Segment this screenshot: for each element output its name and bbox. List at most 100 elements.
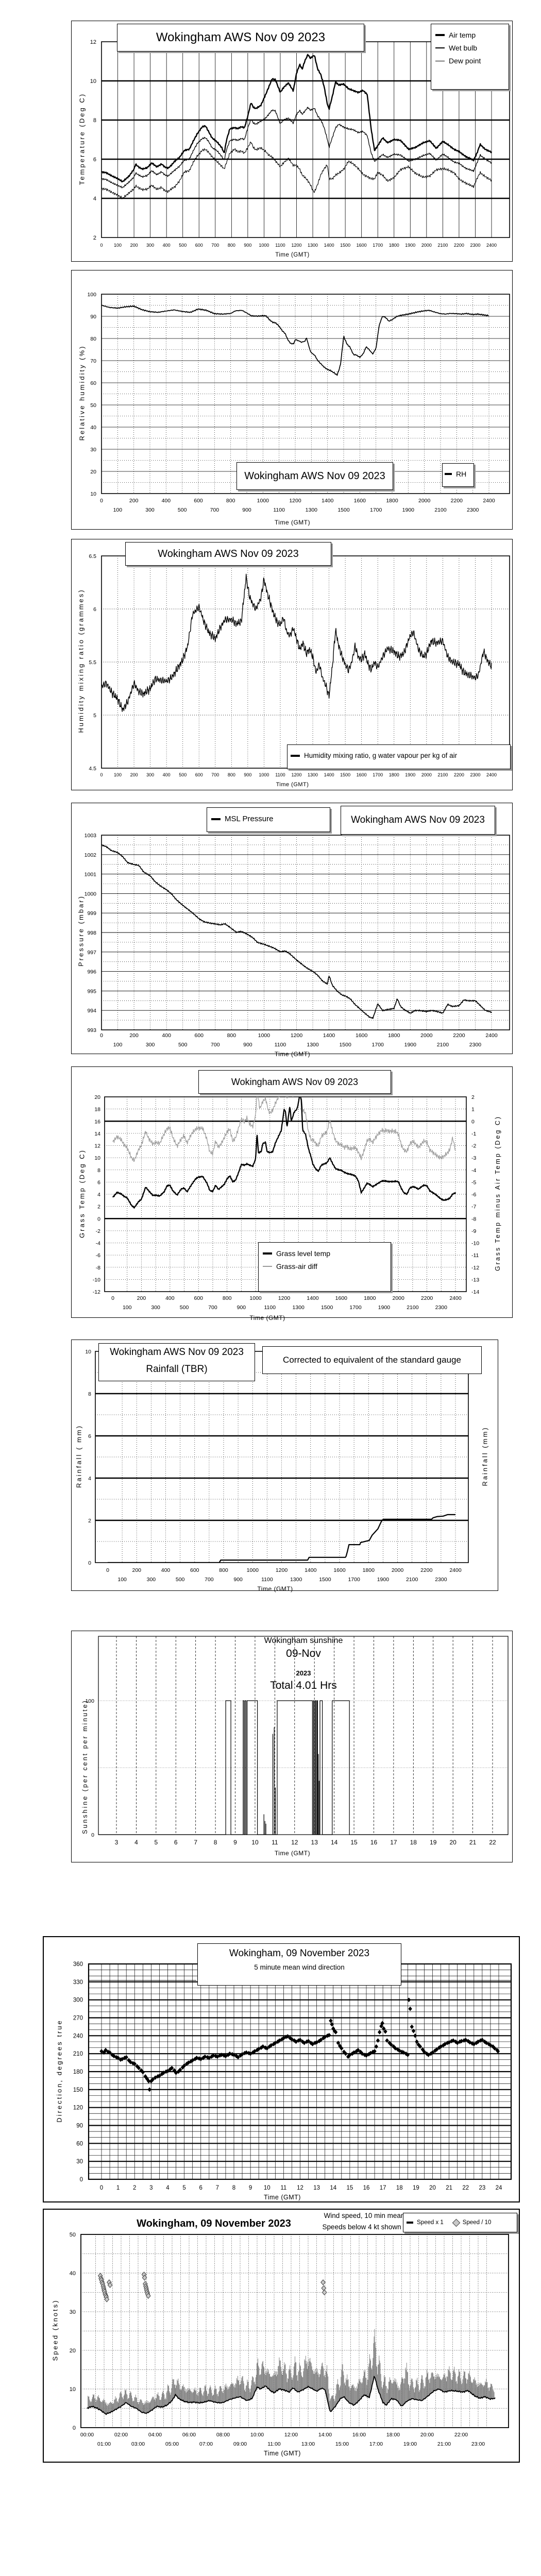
tick-label: 23:00 xyxy=(471,2441,485,2447)
tick-label: 8 xyxy=(214,1839,217,1846)
tick-label: 995 xyxy=(87,988,96,994)
tick-label: 1 xyxy=(471,1107,475,1113)
tick-label: 1200 xyxy=(289,498,301,504)
scatter-diamond xyxy=(199,2057,203,2062)
tick-label: 1700 xyxy=(373,772,383,777)
tick-label: 1200 xyxy=(291,243,301,248)
scatter-diamond xyxy=(352,2050,356,2055)
scatter-diamond xyxy=(120,2057,124,2062)
tick-label: 2300 xyxy=(435,1304,448,1311)
tick-label: 9 xyxy=(233,1839,237,1846)
scatter-diamond xyxy=(132,2061,137,2066)
tick-label: 1600 xyxy=(335,1295,348,1301)
tick-label: 1800 xyxy=(386,498,398,504)
tick-label: 2100 xyxy=(437,1042,449,1048)
pressure-x-axis-label: Time (GMT) xyxy=(274,1050,311,1058)
tick-label: 1000 xyxy=(257,498,269,504)
tick-label: 6.5 xyxy=(89,553,96,560)
tick-label: 1400 xyxy=(307,1295,319,1301)
tick-label: 1500 xyxy=(319,1577,331,1583)
temperature-title-box: Wokingham AWS Nov 09 2023 xyxy=(117,24,364,52)
tick-label: 6 xyxy=(88,1433,91,1439)
tick-label: 270 xyxy=(73,2015,83,2022)
legend-label: RH xyxy=(456,470,467,478)
speed-x1-line-sample xyxy=(407,2222,413,2224)
chart-pressure: 0 200 400 600 800 1000 1200 1400 1600 1800 2000 220… xyxy=(71,803,513,1058)
tick-label: 17:00 xyxy=(369,2441,383,2447)
scatter-diamond xyxy=(161,2070,166,2075)
tick-label: 7 xyxy=(194,1839,197,1846)
rainfall-right-y-axis-label: Rainfall (mm) xyxy=(481,1426,489,1486)
tick-label: 900 xyxy=(244,243,251,248)
mixing-ratio-line xyxy=(102,573,492,712)
tick-label: 800 xyxy=(228,772,235,777)
tick-label: 240 xyxy=(73,2033,83,2039)
pressure-y-axis-label: Pressure (mbar) xyxy=(77,895,85,967)
scatter-diamond xyxy=(411,2028,416,2033)
tick-label: 4 xyxy=(93,196,96,202)
tick-label: 2300 xyxy=(470,243,480,248)
tick-label: 90 xyxy=(76,2123,83,2129)
scatter-diamond xyxy=(330,2022,334,2027)
tick-label: 14 xyxy=(94,1131,100,1137)
wet-bulb-line-sample xyxy=(435,47,445,48)
tick-label: 900 xyxy=(244,772,251,777)
tick-label: 1800 xyxy=(389,772,399,777)
tick-label: 400 xyxy=(162,498,171,504)
tick-label: 300 xyxy=(145,507,155,513)
tick-label: 700 xyxy=(211,243,219,248)
scatter-diamond xyxy=(226,2053,230,2057)
scatter-diamond xyxy=(236,2055,240,2060)
tick-label: -4 xyxy=(96,1241,100,1247)
tick-label: 05:00 xyxy=(165,2441,179,2447)
tick-label: 12 xyxy=(291,1839,298,1846)
scatter-diamond xyxy=(400,2049,404,2055)
scatter-diamond xyxy=(189,2059,193,2064)
pressure-legend: MSL Pressure xyxy=(207,807,330,832)
wind-direction-y-axis-label: Direction, degrees true xyxy=(55,2019,63,2123)
scatter-diamond xyxy=(342,2049,346,2055)
tick-label: 1000 xyxy=(258,1032,270,1039)
mixing-ratio-y-axis-label: Humidity mixing ratio (grammes) xyxy=(77,588,85,733)
tick-label: 10 xyxy=(90,491,96,497)
tick-label: 11:00 xyxy=(267,2441,281,2447)
tick-label: 16 xyxy=(370,1839,378,1846)
chart-wind-speed: 00:00 02:00 04:00 06:00 08:00 10:00 12:00 14:00… xyxy=(43,2209,520,2463)
tick-label: 2100 xyxy=(407,1304,419,1311)
scatter-diamond xyxy=(110,2053,114,2057)
tick-label: 1700 xyxy=(372,1042,384,1048)
tick-label: 22:00 xyxy=(454,2432,468,2438)
tick-label: 2100 xyxy=(406,1577,418,1583)
tick-label: 0 xyxy=(73,2425,76,2431)
tick-label: -10 xyxy=(93,1277,100,1283)
tick-label: 50 xyxy=(90,402,96,409)
tick-label: 1600 xyxy=(357,243,367,248)
tick-label: 8 xyxy=(93,117,96,124)
tick-label: 0 xyxy=(100,243,103,248)
legend-label: Grass-air diff xyxy=(276,1262,317,1270)
tick-label: 300 xyxy=(146,1042,155,1048)
tick-label: 999 xyxy=(87,910,96,917)
tick-label: 1000 xyxy=(249,1295,262,1301)
tick-label: 2200 xyxy=(420,1567,433,1573)
legend-label: Air temp xyxy=(449,31,476,39)
mean-speed-line xyxy=(87,2376,496,2415)
tick-label: 19 xyxy=(430,1839,437,1846)
tick-label: 3 xyxy=(115,1839,119,1846)
tick-label: 1800 xyxy=(364,1295,376,1301)
tick-label: 2200 xyxy=(451,498,463,504)
tick-label: 400 xyxy=(165,1295,175,1301)
tick-label: 10 xyxy=(264,2185,270,2191)
scatter-diamond xyxy=(165,2069,170,2074)
tick-label: 6 xyxy=(174,1839,178,1846)
tick-label: 20 xyxy=(94,1094,100,1100)
scatter-diamond xyxy=(320,2279,326,2285)
scatter-diamond xyxy=(244,2050,248,2055)
tick-label: 5 xyxy=(154,1839,158,1846)
scatter-diamond xyxy=(426,2053,431,2057)
tick-label: 600 xyxy=(195,243,203,248)
legend-label: MSL Pressure xyxy=(225,815,274,823)
tick-label: 20 xyxy=(449,1839,457,1846)
tick-label: 1000 xyxy=(259,243,269,248)
tick-label: 0 xyxy=(88,1560,91,1566)
